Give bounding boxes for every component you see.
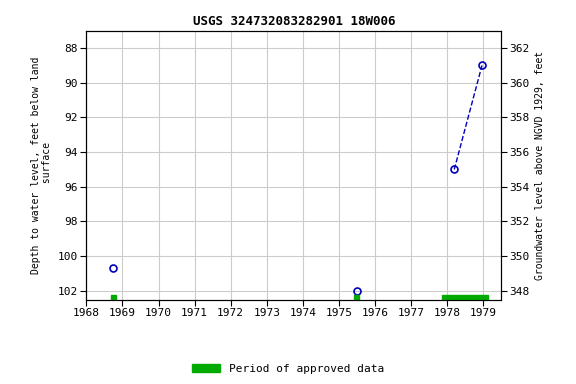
Bar bbox=[111, 295, 116, 300]
Title: USGS 324732083282901 18W006: USGS 324732083282901 18W006 bbox=[192, 15, 395, 28]
Y-axis label: Depth to water level, feet below land
 surface: Depth to water level, feet below land su… bbox=[31, 56, 52, 274]
Bar bbox=[442, 295, 488, 300]
Y-axis label: Groundwater level above NGVD 1929, feet: Groundwater level above NGVD 1929, feet bbox=[535, 51, 545, 280]
Legend: Period of approved data: Period of approved data bbox=[188, 359, 388, 379]
Bar bbox=[354, 295, 359, 300]
